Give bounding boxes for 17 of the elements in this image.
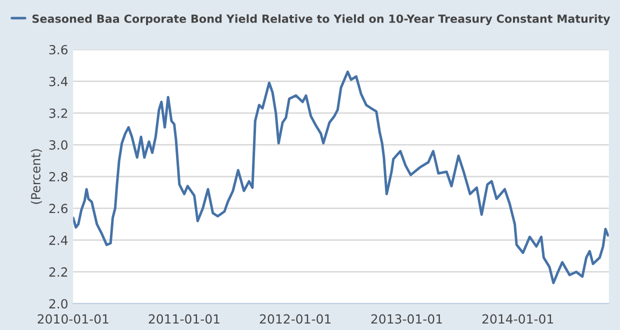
x-tick-label: 2014-01-01	[482, 314, 554, 324]
y-tick-label: 2.8	[49, 172, 68, 182]
y-axis-title: (Percent)	[30, 149, 42, 204]
x-tick-label: 2011-01-01	[148, 314, 220, 324]
legend-label: Seasoned Baa Corporate Bond Yield Relative to Yield on 10-Year Treasury Constant Maturity	[32, 14, 610, 26]
x-tick-label: 2012-01-01	[260, 314, 331, 324]
y-tick-label: 2.0	[49, 299, 68, 309]
y-tick-label: 2.6	[49, 204, 68, 214]
x-tick-label: 2010-01-01	[38, 314, 108, 324]
y-tick-label: 3.6	[49, 44, 68, 54]
y-tick-label: 2.4	[49, 236, 68, 245]
y-tick-label: 2.2	[49, 267, 68, 277]
y-tick-label: 3.2	[49, 108, 68, 118]
y-tick-label: 3.4	[49, 76, 68, 86]
line-series	[73, 70, 609, 284]
y-tick-label: 3.0	[49, 140, 68, 150]
x-tick-label: 2013-01-01	[371, 314, 442, 324]
